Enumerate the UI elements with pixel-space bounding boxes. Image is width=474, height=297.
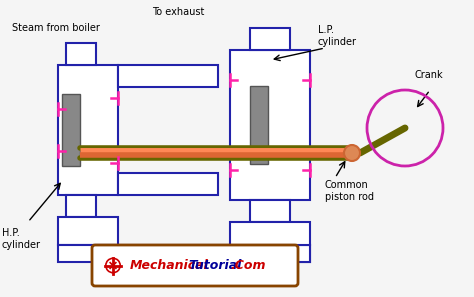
Text: To exhaust: To exhaust [152,7,204,17]
Bar [62,94,80,166]
Bar [66,195,96,217]
Text: Crank: Crank [415,70,444,80]
Bar [66,43,96,65]
Bar [230,245,310,262]
Bar [58,65,118,195]
Bar [118,173,218,195]
Bar [58,245,310,262]
Text: Tutorial: Tutorial [188,259,241,272]
Bar [250,28,290,50]
Text: .Com: .Com [230,259,265,272]
Circle shape [344,145,360,161]
Text: H.P.
cylinder: H.P. cylinder [2,228,41,249]
Bar [230,222,310,245]
Text: L.P.
cylinder: L.P. cylinder [318,25,357,47]
Bar [230,50,310,200]
Bar [250,200,290,222]
Text: Mechanical: Mechanical [130,259,209,272]
Text: Common
piston rod: Common piston rod [325,180,374,202]
Bar [58,217,118,245]
FancyBboxPatch shape [92,245,298,286]
Bar [118,65,218,87]
Text: Steam from boiler: Steam from boiler [12,23,100,33]
Bar [250,86,268,164]
